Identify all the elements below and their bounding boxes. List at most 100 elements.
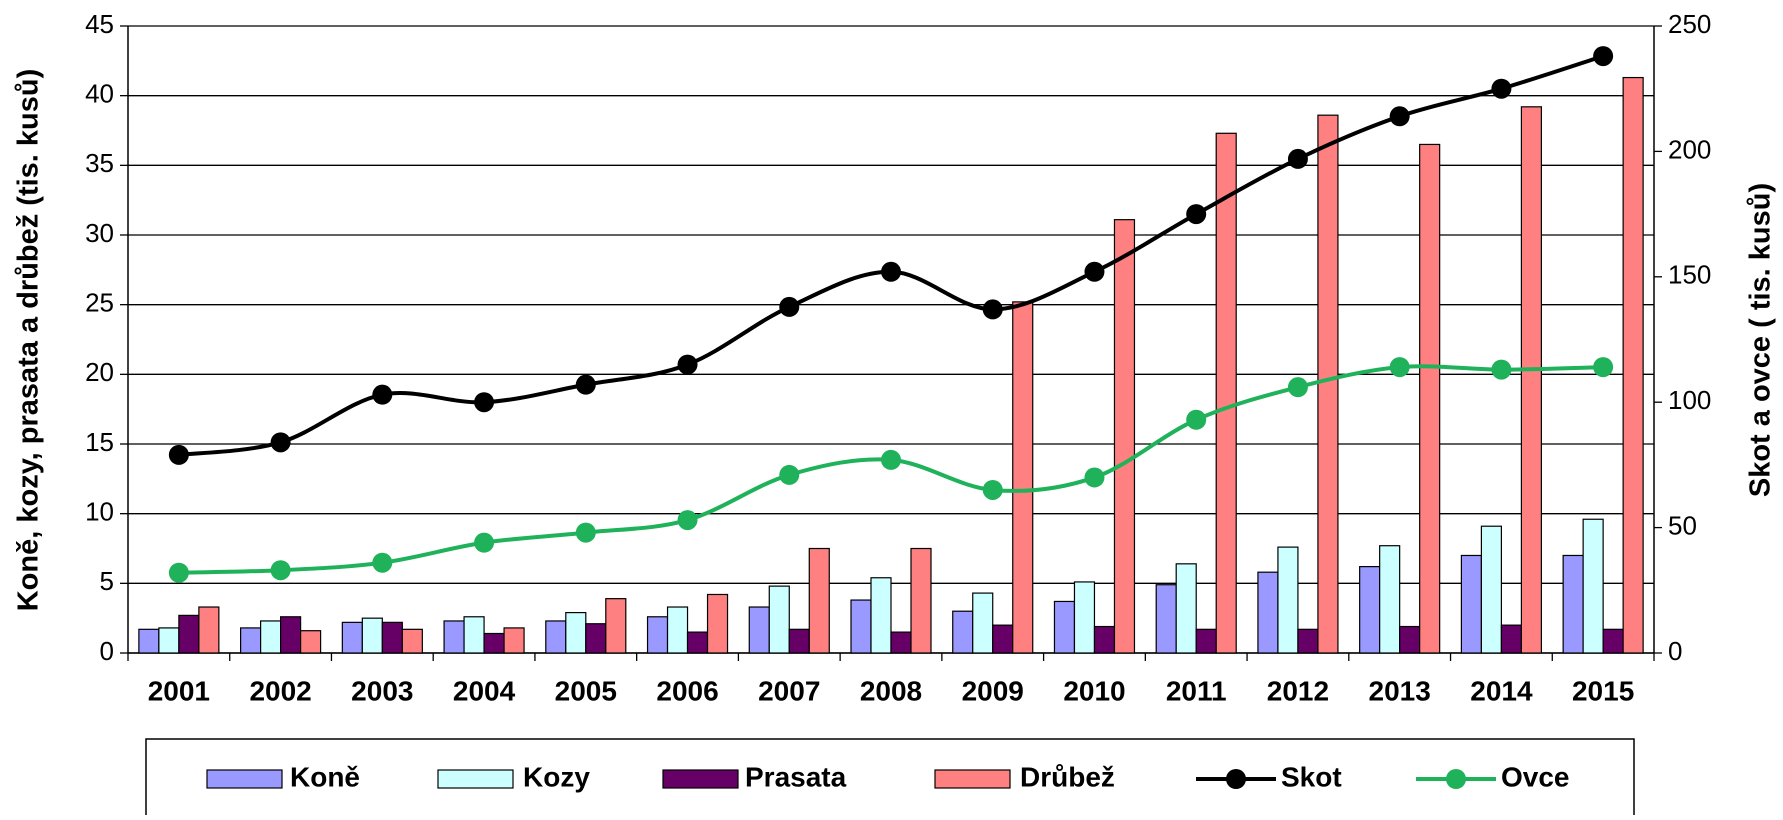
line-point: [270, 432, 291, 453]
line-point: [1389, 106, 1410, 127]
y-tick-label: 0: [100, 636, 114, 666]
bar: [1175, 563, 1197, 654]
bar: [788, 628, 810, 654]
bar: [1460, 554, 1483, 654]
bar: [585, 623, 607, 654]
bar: [910, 547, 932, 654]
bar: [706, 593, 729, 654]
line-point: [474, 532, 495, 553]
line-point: [372, 384, 393, 405]
line-point: [372, 552, 393, 573]
bar: [768, 585, 790, 654]
bar: [1582, 518, 1604, 654]
bar: [381, 621, 403, 654]
x-tick-label: 2015: [1572, 675, 1634, 706]
bar: [240, 627, 262, 654]
y2-tick-label: 150: [1668, 260, 1711, 290]
x-tick-label: 2010: [1063, 675, 1125, 706]
bar: [280, 616, 302, 654]
bar: [646, 616, 669, 654]
bar: [503, 627, 525, 654]
bar: [198, 606, 220, 654]
line-point: [1287, 148, 1308, 169]
y2-tick-label: 0: [1668, 636, 1682, 666]
legend-marker: [1446, 769, 1466, 789]
line-point: [1593, 357, 1614, 378]
bar: [1012, 301, 1034, 654]
line-point: [168, 444, 189, 465]
legend-marker: [1226, 769, 1246, 789]
bar: [605, 598, 627, 654]
x-tick-label: 2003: [351, 675, 413, 706]
bar: [1317, 114, 1339, 654]
bar: [850, 599, 872, 654]
line-point: [1186, 409, 1207, 430]
bar: [361, 617, 383, 654]
line-point: [1389, 357, 1410, 378]
x-tick-label: 2002: [249, 675, 311, 706]
y-tick-label: 30: [85, 218, 114, 248]
line-point: [1287, 377, 1308, 398]
bar: [1359, 566, 1381, 654]
line-point: [575, 374, 596, 395]
bar: [1419, 143, 1441, 654]
bar: [300, 630, 322, 654]
bar: [666, 606, 689, 654]
bar: [686, 631, 709, 654]
line-point: [1084, 467, 1105, 488]
legend-label: Skot: [1281, 761, 1342, 792]
y2-tick-label: 50: [1668, 510, 1697, 540]
legend-label: Prasata: [745, 761, 847, 792]
legend-swatch: [437, 769, 514, 789]
x-tick-label: 2009: [962, 675, 1024, 706]
y2-tick-label: 100: [1668, 385, 1711, 415]
bar: [1113, 219, 1136, 654]
bar: [890, 631, 912, 654]
bar: [401, 628, 423, 654]
y-tick-label: 10: [85, 497, 114, 527]
y2-tick-label: 200: [1668, 134, 1711, 164]
line-point: [677, 510, 698, 531]
line-point: [1593, 46, 1614, 67]
y-tick-label: 35: [85, 148, 114, 178]
bar: [1073, 581, 1096, 654]
bar: [1480, 525, 1503, 654]
line-point: [1491, 359, 1512, 380]
line-point: [779, 296, 800, 317]
x-tick-label: 2001: [148, 675, 210, 706]
line-point: [982, 479, 1003, 500]
bar: [1562, 554, 1584, 654]
bar: [565, 611, 587, 654]
bar: [952, 610, 974, 654]
bar: [158, 627, 180, 654]
bar: [545, 620, 567, 654]
bar: [1155, 584, 1177, 654]
legend-label: Koně: [290, 761, 360, 792]
bar: [1379, 545, 1401, 654]
line-point: [575, 522, 596, 543]
legend-label: Kozy: [523, 761, 590, 792]
x-tick-label: 2005: [555, 675, 617, 706]
bar: [808, 547, 830, 654]
line-point: [474, 392, 495, 413]
x-tick-label: 2006: [656, 675, 718, 706]
y2-tick-label: 250: [1668, 9, 1711, 39]
bar: [1622, 76, 1644, 654]
y-tick-label: 40: [85, 79, 114, 109]
line-point: [881, 261, 901, 282]
y-axis-label: Koně, kozy, prasata a drůbež (tis. kusů): [13, 69, 45, 612]
y2-axis-label: Skot a ovce ( tis. kusů): [1745, 183, 1777, 497]
bar: [972, 592, 994, 654]
x-tick-label: 2014: [1470, 675, 1533, 706]
x-tick-label: 2011: [1166, 675, 1227, 706]
legend-box: [145, 738, 1635, 820]
legend-label: Ovce: [1501, 761, 1570, 792]
line-point: [270, 560, 291, 581]
line: [178, 54, 1604, 457]
line-point: [1084, 261, 1105, 282]
bar: [178, 614, 200, 654]
y-tick-label: 45: [85, 9, 114, 39]
bar: [1277, 546, 1299, 654]
bar: [1195, 628, 1217, 654]
